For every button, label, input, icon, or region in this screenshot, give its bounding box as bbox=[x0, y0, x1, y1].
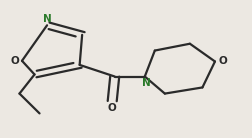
Text: N: N bbox=[142, 78, 150, 88]
Text: O: O bbox=[11, 56, 19, 66]
Text: O: O bbox=[219, 56, 228, 66]
Text: N: N bbox=[43, 14, 51, 24]
Text: O: O bbox=[108, 103, 117, 113]
